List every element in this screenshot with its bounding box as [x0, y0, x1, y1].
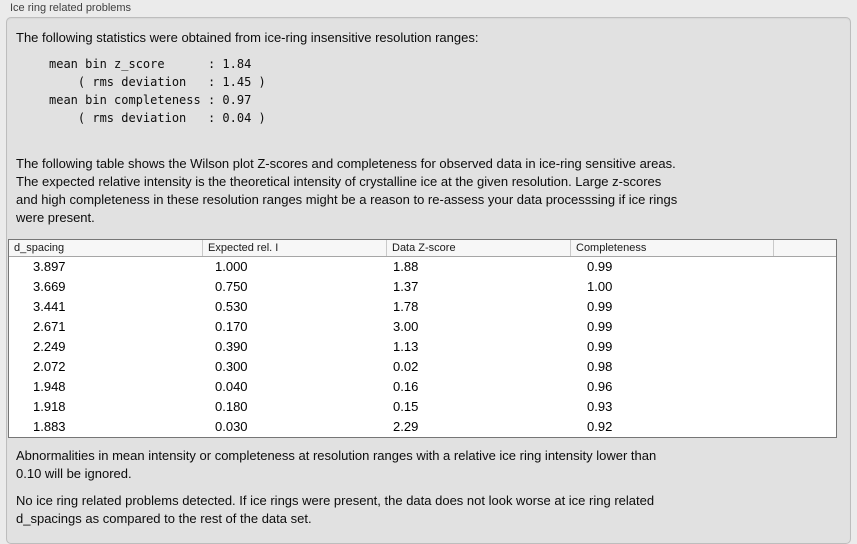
table-cell: 0.96: [587, 379, 613, 394]
column-header[interactable]: Completeness: [571, 240, 774, 256]
group-box-title: Ice ring related problems: [10, 2, 132, 14]
table-cell: 2.072: [33, 359, 66, 374]
table-cell: 0.390: [215, 339, 248, 354]
table-cell: 0.99: [587, 339, 613, 354]
ice-ring-table-header: d_spacing Expected rel. I Data Z-score Comp…: [9, 240, 836, 257]
table-cell: 0.170: [215, 319, 248, 334]
table-cell: 1.948: [33, 379, 66, 394]
table-cell: 1.00: [587, 279, 613, 294]
table-cell: 1.78: [393, 299, 419, 314]
table-cell: 3.441: [33, 299, 66, 314]
table-cell: 3.897: [33, 259, 66, 274]
table-cell: 0.99: [587, 299, 613, 314]
column-header[interactable]: Expected rel. I: [203, 240, 387, 256]
table-row[interactable]: 3.897 1.000 1.88 0.99: [9, 257, 836, 277]
table-cell: 0.530: [215, 299, 248, 314]
column-header[interactable]: d_spacing: [9, 240, 203, 256]
table-cell: 0.750: [215, 279, 248, 294]
table-cell: 0.040: [215, 379, 248, 394]
table-cell: 1.918: [33, 399, 66, 414]
table-row[interactable]: 2.072 0.300 0.02 0.98: [9, 357, 836, 377]
ice-ring-table-body: 3.897 1.000 1.88 0.99 3.669 0.750 1.37 1.00 3.44…: [9, 257, 836, 437]
table-cell: 0.99: [587, 319, 613, 334]
table-cell: 2.249: [33, 339, 66, 354]
column-header-filler: [774, 240, 836, 256]
stats-block: mean bin z_score : 1.84 ( rms deviation …: [49, 57, 266, 125]
table-cell: 2.671: [33, 319, 66, 334]
table-cell: 1.88: [393, 259, 419, 274]
ignore-note: Abnormalities in mean intensity or compl…: [16, 448, 657, 481]
intro-text: The following statistics were obtained f…: [16, 30, 479, 45]
table-cell: 1.37: [393, 279, 419, 294]
table-cell: 1.000: [215, 259, 248, 274]
table-cell: 0.92: [587, 419, 613, 434]
table-cell: 0.030: [215, 419, 248, 434]
table-row[interactable]: 1.948 0.040 0.16 0.96: [9, 377, 836, 397]
table-cell: 0.15: [393, 399, 419, 414]
table-cell: 0.93: [587, 399, 613, 414]
table-row[interactable]: 1.883 0.030 2.29 0.92: [9, 417, 836, 437]
table-description: The following table shows the Wilson plo…: [16, 156, 678, 225]
table-row[interactable]: 2.671 0.170 3.00 0.99: [9, 317, 836, 337]
table-cell: 3.00: [393, 319, 419, 334]
table-row[interactable]: 1.918 0.180 0.15 0.93: [9, 397, 836, 417]
table-row[interactable]: 3.669 0.750 1.37 1.00: [9, 277, 836, 297]
conclusion-text: No ice ring related problems detected. I…: [16, 493, 655, 526]
table-cell: 0.180: [215, 399, 248, 414]
table-cell: 2.29: [393, 419, 419, 434]
table-cell: 0.300: [215, 359, 248, 374]
table-cell: 0.98: [587, 359, 613, 374]
table-cell: 1.883: [33, 419, 66, 434]
table-cell: 0.02: [393, 359, 419, 374]
ice-ring-table[interactable]: d_spacing Expected rel. I Data Z-score Comp…: [8, 239, 837, 438]
table-cell: 1.13: [393, 339, 419, 354]
table-cell: 0.99: [587, 259, 613, 274]
table-row[interactable]: 2.249 0.390 1.13 0.99: [9, 337, 836, 357]
table-row[interactable]: 3.441 0.530 1.78 0.99: [9, 297, 836, 317]
table-cell: 0.16: [393, 379, 419, 394]
table-cell: 3.669: [33, 279, 66, 294]
column-header[interactable]: Data Z-score: [387, 240, 571, 256]
